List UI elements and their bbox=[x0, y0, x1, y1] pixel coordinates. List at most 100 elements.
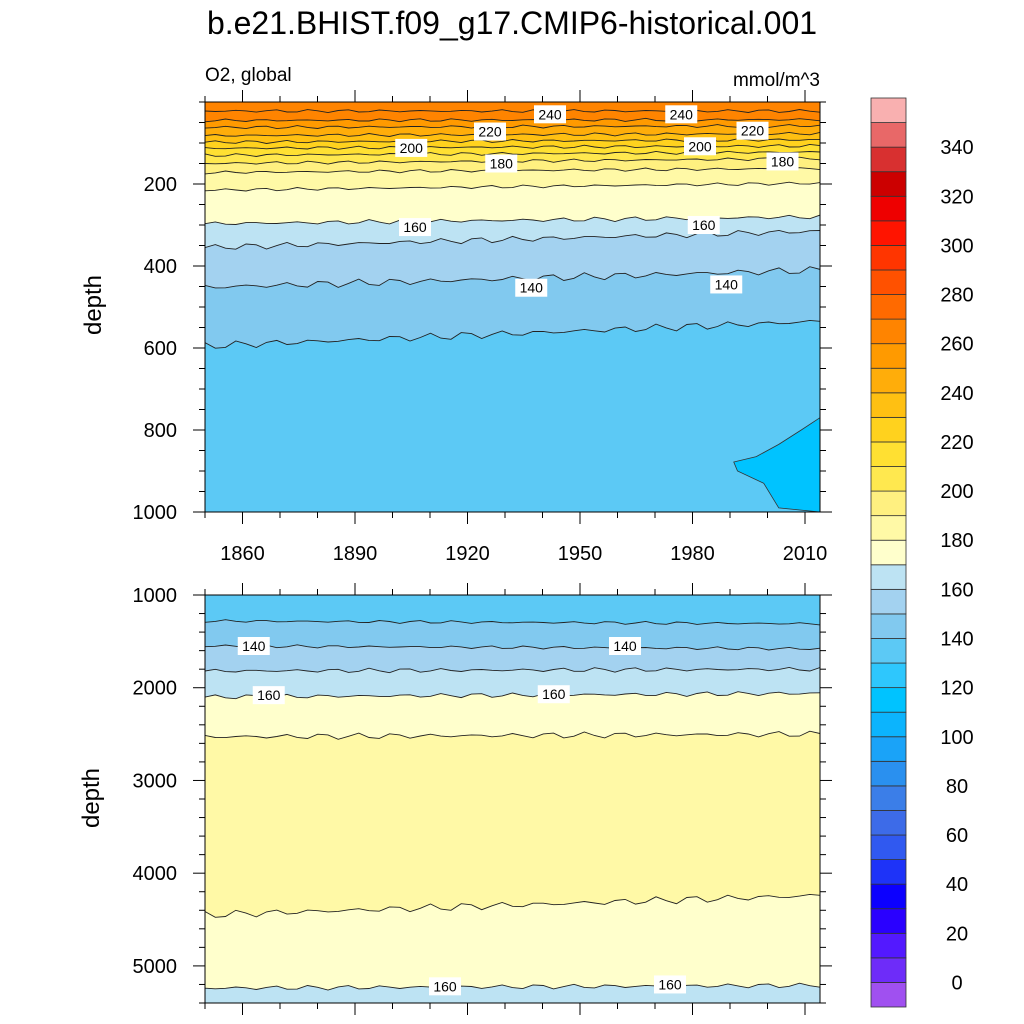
lower-contour-label-bg bbox=[252, 686, 285, 705]
colorbar-tick-label: 40 bbox=[946, 874, 968, 896]
upper-contour-band bbox=[205, 230, 820, 288]
colorbar-swatch bbox=[870, 490, 907, 517]
lower-contour-label: 160 bbox=[542, 686, 566, 702]
upper-contour-line bbox=[205, 143, 820, 150]
lower-contour-line bbox=[205, 644, 820, 651]
colorbar-tick-label: 220 bbox=[940, 432, 973, 454]
colorbar-swatch bbox=[870, 220, 907, 246]
colorbar-swatch bbox=[870, 613, 907, 639]
upper-contour-label: 160 bbox=[403, 219, 427, 235]
x-tick-label: 1890 bbox=[333, 543, 378, 565]
colorbar-tick-label: 100 bbox=[940, 727, 973, 749]
colorbar-swatch bbox=[870, 195, 907, 222]
lower-contour-label-bg bbox=[537, 685, 570, 704]
colorbar-swatch bbox=[870, 908, 907, 934]
lower-contour-label: 160 bbox=[257, 687, 281, 703]
upper-contour-label: 180 bbox=[771, 153, 795, 169]
colorbar-swatch bbox=[870, 638, 907, 664]
upper-contour-label: 180 bbox=[490, 156, 514, 172]
upper-contour-label-bg bbox=[665, 105, 698, 124]
colorbar-tick-label: 200 bbox=[940, 481, 973, 503]
upper-y-tick-label: 200 bbox=[144, 174, 177, 196]
lower-contour-label: 160 bbox=[433, 978, 457, 994]
colorbar-tick-label: 0 bbox=[951, 972, 962, 994]
colorbar-swatch bbox=[870, 957, 907, 983]
colorbar-tick-label: 160 bbox=[940, 579, 973, 601]
colorbar-swatch bbox=[870, 343, 907, 369]
x-tick-label: 1920 bbox=[445, 543, 490, 565]
upper-y-tick-label: 400 bbox=[144, 256, 177, 278]
colorbar-swatch bbox=[870, 810, 907, 836]
colorbar-swatch bbox=[870, 515, 907, 541]
upper-contour-line bbox=[205, 319, 820, 349]
lower-contour-band bbox=[205, 595, 820, 625]
colorbar-swatch bbox=[870, 416, 907, 443]
lower-contour-line bbox=[205, 619, 820, 626]
units-label: mmol/m^3 bbox=[733, 70, 820, 91]
colorbar-swatch bbox=[870, 466, 907, 492]
colorbar-tick-label: 300 bbox=[940, 235, 973, 257]
colorbar-tick-label: 60 bbox=[946, 825, 968, 847]
upper-contour-label: 140 bbox=[715, 276, 739, 292]
upper-contour-label-bg bbox=[395, 138, 428, 157]
upper-contour-label-bg bbox=[766, 152, 799, 171]
lower-contour-label: 140 bbox=[613, 638, 637, 654]
lower-depth-panel: 1000 2000 3000 4000 5000 140 140 160 160 160 160 bbox=[133, 583, 832, 1015]
y-axis-label-upper: depth bbox=[80, 275, 107, 335]
colorbar-swatch bbox=[870, 760, 907, 787]
upper-contour-label: 240 bbox=[670, 106, 694, 122]
colorbar-swatch bbox=[870, 97, 907, 123]
colorbar-swatch bbox=[870, 245, 907, 271]
colorbar-swatch bbox=[870, 859, 907, 885]
upper-depth-panel: 200 400 600 800 1000 1860 1890 1920 1950 1980 2010… bbox=[133, 90, 832, 565]
upper-contour-label-bg bbox=[399, 218, 431, 237]
lower-contour-line bbox=[205, 691, 820, 700]
lower-contour-band bbox=[205, 619, 820, 650]
upper-contour-label: 140 bbox=[520, 280, 544, 296]
x-tick-label: 2010 bbox=[783, 543, 828, 565]
lower-y-tick-label: 4000 bbox=[133, 863, 178, 885]
lower-y-tick-label: 1000 bbox=[133, 585, 178, 607]
colorbar-swatch bbox=[870, 392, 907, 418]
upper-contour-label-bg bbox=[515, 278, 548, 297]
colorbar-swatch bbox=[870, 294, 907, 320]
colorbar-tick-label: 260 bbox=[940, 334, 973, 356]
upper-contour-label: 220 bbox=[741, 123, 765, 139]
upper-contour-label-bg bbox=[710, 275, 743, 294]
colorbar-swatch bbox=[870, 932, 907, 959]
upper-contour-line bbox=[205, 266, 820, 289]
colorbar-tick-label: 140 bbox=[940, 628, 973, 650]
colorbar-swatch bbox=[870, 122, 907, 148]
upper-contour-label-bg bbox=[687, 216, 720, 234]
lower-contour-label-bg bbox=[237, 637, 270, 655]
upper-contour-band bbox=[205, 215, 820, 250]
upper-contour-label: 240 bbox=[538, 106, 562, 122]
upper-contour-line bbox=[205, 150, 820, 157]
upper-contour-label: 160 bbox=[692, 217, 716, 233]
colorbar-swatch bbox=[870, 564, 907, 590]
lower-contour-band bbox=[205, 731, 820, 918]
upper-y-tick-label: 1000 bbox=[133, 502, 178, 524]
lower-y-tick-label: 3000 bbox=[133, 770, 178, 792]
upper-contour-label-bg bbox=[736, 121, 769, 140]
colorbar-tick-label: 80 bbox=[946, 776, 968, 798]
lower-contour-label: 140 bbox=[242, 638, 266, 654]
colorbar-swatch bbox=[870, 269, 907, 295]
chart-title: b.e21.BHIST.f09_g17.CMIP6-historical.001 bbox=[207, 5, 817, 41]
lower-contour-line bbox=[205, 893, 820, 918]
upper-contour-band bbox=[205, 118, 820, 129]
colorbar-swatch bbox=[870, 662, 907, 689]
lower-contour-line bbox=[205, 730, 820, 740]
upper-contour-line bbox=[205, 124, 820, 130]
colorbar-tick-label: 180 bbox=[940, 530, 973, 552]
colorbar-tick-label: 120 bbox=[940, 678, 973, 700]
x-tick-label: 1980 bbox=[670, 543, 715, 565]
upper-contour-label-bg bbox=[684, 137, 716, 156]
lower-contour-label-bg bbox=[609, 637, 641, 655]
variable-label: O2, global bbox=[205, 65, 292, 86]
x-tick-label: 1860 bbox=[220, 543, 265, 565]
lower-contour-band bbox=[205, 644, 820, 673]
colorbar-tick-label: 340 bbox=[940, 137, 973, 159]
upper-contour-label-bg bbox=[534, 105, 566, 124]
